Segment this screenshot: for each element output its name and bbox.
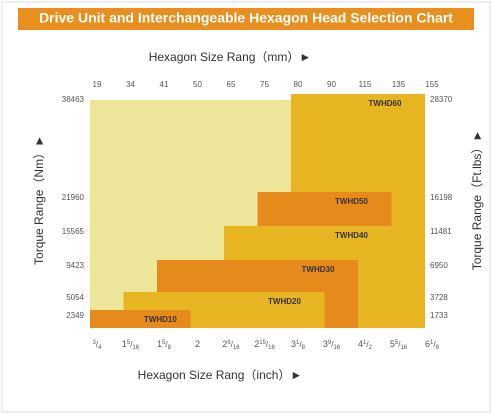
bottom-tick-label: 2 bbox=[195, 339, 200, 349]
whole: 4 bbox=[358, 339, 363, 349]
slash: / bbox=[266, 340, 269, 349]
top-tick-label: 155 bbox=[425, 80, 439, 89]
left-tick-label: 5054 bbox=[66, 293, 84, 302]
bottom-tick-label: 39/16 bbox=[323, 339, 341, 350]
bottom-tick-label: 29/16 bbox=[222, 339, 240, 350]
slash: / bbox=[130, 340, 133, 349]
denominator: 8 bbox=[436, 345, 440, 351]
denominator: 4 bbox=[98, 345, 102, 351]
numerator: 1 bbox=[296, 340, 300, 346]
numerator: 15 bbox=[259, 340, 266, 346]
left-axis-label: Torque Range（Nm）► bbox=[32, 135, 46, 265]
top-tick-label: 65 bbox=[227, 80, 236, 89]
whole: 5 bbox=[390, 339, 395, 349]
title: Drive Unit and Interchangeable Hexagon H… bbox=[39, 10, 453, 26]
whole: 3 bbox=[291, 339, 296, 349]
right-tick-label: 3728 bbox=[430, 293, 448, 302]
denominator: 16 bbox=[233, 345, 240, 351]
numerator: 5 bbox=[162, 340, 166, 346]
bottom-tick-label: 41/2 bbox=[358, 339, 373, 350]
left-tick-label: 15565 bbox=[62, 227, 85, 236]
left-tick-label: 9423 bbox=[66, 261, 84, 270]
left-tick-label: 38463 bbox=[62, 95, 85, 104]
left-tick-label: 21960 bbox=[62, 193, 85, 202]
slash: / bbox=[366, 340, 369, 349]
right-tick-label: 28370 bbox=[430, 95, 453, 104]
slash: / bbox=[331, 340, 334, 349]
region-label: TWHD50 bbox=[335, 197, 368, 206]
top-tick-label: 34 bbox=[126, 80, 135, 89]
slash: / bbox=[433, 340, 436, 349]
top-tick-label: 90 bbox=[327, 80, 336, 89]
right-tick-label: 1733 bbox=[430, 311, 448, 320]
top-tick-label: 75 bbox=[260, 80, 269, 89]
whole: 3 bbox=[323, 339, 328, 349]
top-tick-label: 80 bbox=[294, 80, 303, 89]
region-label: TWHD60 bbox=[369, 99, 402, 108]
whole: 2 bbox=[222, 339, 227, 349]
bottom-axis-label: Hexagon Size Rang（inch）► bbox=[138, 368, 303, 382]
numerator: 9 bbox=[328, 340, 332, 346]
whole: 1 bbox=[122, 339, 127, 349]
top-tick-label: 115 bbox=[359, 80, 372, 89]
bottom-tick-label: 31/8 bbox=[291, 339, 306, 350]
slash: / bbox=[398, 340, 401, 349]
bottom-tick-label: 61/8 bbox=[425, 339, 440, 350]
denominator: 2 bbox=[369, 345, 373, 351]
whole: 2 bbox=[195, 339, 200, 349]
numerator: 1 bbox=[363, 340, 367, 346]
whole: 6 bbox=[425, 339, 430, 349]
denominator: 16 bbox=[400, 345, 407, 351]
region-label: TWHD20 bbox=[268, 297, 301, 306]
right-tick-label: 11481 bbox=[430, 227, 452, 236]
top-tick-label: 41 bbox=[160, 80, 169, 89]
numerator: 9 bbox=[227, 340, 231, 346]
right-axis-label: Torque Range（Ft.lbs）► bbox=[470, 130, 484, 271]
region-label: TWHD30 bbox=[302, 265, 335, 274]
title-bar bbox=[18, 8, 474, 30]
bottom-tick-label: 215/16 bbox=[254, 339, 275, 350]
bottom-tick-label: 15/8 bbox=[157, 339, 172, 350]
denominator: 16 bbox=[268, 345, 275, 351]
slash: / bbox=[299, 340, 302, 349]
top-axis-label: Hexagon Size Rang（mm）► bbox=[149, 50, 312, 64]
whole: 2 bbox=[254, 339, 259, 349]
right-tick-label: 6950 bbox=[430, 261, 448, 270]
denominator: 16 bbox=[132, 345, 139, 351]
slash: / bbox=[96, 340, 99, 349]
denominator: 16 bbox=[333, 345, 340, 351]
denominator: 8 bbox=[302, 345, 306, 351]
bottom-tick-label: 55/16 bbox=[390, 339, 408, 350]
numerator: 5 bbox=[395, 340, 399, 346]
numerator: 5 bbox=[127, 340, 131, 346]
region bbox=[90, 310, 191, 328]
top-tick-label: 50 bbox=[193, 80, 202, 89]
top-tick-label: 19 bbox=[93, 80, 102, 89]
region-label: TWHD40 bbox=[335, 231, 368, 240]
whole: 1 bbox=[157, 339, 162, 349]
denominator: 8 bbox=[168, 345, 172, 351]
slash: / bbox=[231, 340, 234, 349]
bottom-tick-label: 3/4 bbox=[93, 340, 103, 351]
numerator: 3 bbox=[93, 340, 97, 346]
top-tick-label: 135 bbox=[392, 80, 406, 89]
region-label: TWHD10 bbox=[144, 315, 177, 324]
right-tick-label: 16198 bbox=[430, 193, 453, 202]
left-tick-label: 2349 bbox=[66, 311, 84, 320]
slash: / bbox=[165, 340, 168, 349]
numerator: 1 bbox=[430, 340, 434, 346]
bottom-tick-label: 15/16 bbox=[122, 339, 140, 350]
